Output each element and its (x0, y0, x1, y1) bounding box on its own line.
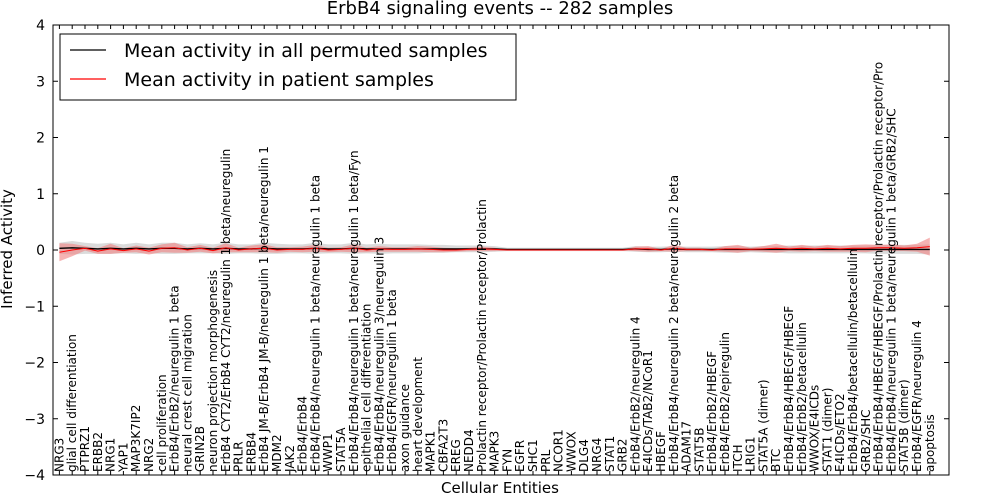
series-line-1 (59, 246, 930, 253)
x-category-label: ErbB4/ErbB4 (296, 396, 310, 472)
x-category-label: MAPK3 (488, 431, 502, 472)
x-category-label: NEDD4 (462, 429, 476, 472)
x-category-label: ErbB4 CYT2/ErbB4 CYT2/neuregulin 1 beta/… (219, 149, 233, 472)
legend: Mean activity in all permuted samples Mea… (59, 33, 517, 101)
x-category-label: ADAM17 (680, 421, 694, 472)
series-lines (59, 246, 930, 253)
x-category-label: neural crest cell migration (180, 314, 194, 472)
x-category-label: ErbB4/ErbB4/neuregulin 3/neuregulin 3 (372, 237, 386, 472)
x-category-label: PTPRZ1 (78, 426, 92, 472)
x-category-label: glial cell differentiation (65, 334, 79, 472)
legend-label-1: Mean activity in patient samples (124, 69, 434, 91)
x-category-label: heart development (411, 357, 425, 472)
x-category-label: PRLR (232, 441, 246, 472)
x-category-label: EGFR (513, 440, 527, 472)
y-tick-label: 0 (36, 243, 45, 259)
x-category-label: MDM2 (270, 434, 284, 472)
y-axis-label: Inferred Activity (0, 189, 16, 309)
x-category-label: STAT1 (dimer) (820, 388, 834, 472)
x-category-label: ErbB4/ErbB4/betacellulin/betacellulin (846, 249, 860, 472)
x-category-label: cell proliferation (155, 374, 169, 472)
x-category-label: neuron projection morphogenesis (206, 270, 220, 472)
x-category-label: ErbB4/ErbB4/HBEGF/HBEGF (782, 306, 796, 472)
x-category-label: ErbB4/EGFR/neuregulin 1 beta (385, 289, 399, 472)
y-axis-ticks: 4 3 2 1 0 −1 −2 −3 −4 (24, 18, 949, 484)
y-tick-label: −3 (24, 412, 45, 428)
x-category-label: WWP1 (321, 433, 335, 472)
x-category-label: HBEGF (654, 431, 668, 472)
plot-frame (52, 24, 950, 476)
x-category-label: epithelial cell differentiation (360, 304, 374, 472)
x-category-label: STAT5B (692, 428, 706, 473)
x-category-label: BTC (769, 449, 783, 472)
x-category-label: ErbB4/ErbB2/neuregulin 4 (628, 316, 642, 472)
x-category-label: NRG2 (142, 438, 156, 472)
x-category-label: GRIN2B (193, 426, 207, 472)
x-category-label: FYN (500, 449, 514, 472)
x-axis-ticks (58, 25, 931, 475)
x-category-label: E4ICDs/TAB2/NCoR1 (641, 350, 655, 472)
y-tick-label: −1 (24, 299, 45, 315)
x-category-label: ERBB2 (91, 432, 105, 472)
x-category-label: LRIG1 (744, 437, 758, 473)
legend-box (59, 33, 517, 101)
y-tick-label: 2 (36, 131, 45, 147)
chart-title: ErbB4 signaling events -- 282 samples (327, 0, 674, 19)
x-category-label: apoptosis (923, 414, 937, 472)
y-tick-label: 3 (36, 74, 45, 90)
x-category-label: NRG1 (104, 438, 118, 472)
x-category-label: CBFA2T3 (436, 419, 450, 472)
x-category-label: WWOX/E4ICDs (808, 385, 822, 472)
y-tick-label: −2 (24, 356, 45, 372)
x-category-label: ErbB4 JM-B/ErbB4 JM-B/neuregulin 1 beta/… (257, 146, 271, 472)
x-category-label: ErbB4/ErbB4/neuregulin 1 beta/neuregulin… (884, 108, 898, 472)
x-category-label: ERBB4 (244, 432, 258, 472)
x-category-label: ErbB4/ErbB2/HBEGF (705, 351, 719, 472)
x-category-label: JAK2 (283, 445, 297, 473)
x-category-label: NRG3 (52, 438, 66, 472)
x-category-label: YAP1 (116, 443, 130, 473)
x-category-label: ITCH (731, 444, 745, 472)
x-category-label: axon guidance (398, 384, 412, 472)
y-tick-label: −4 (24, 468, 45, 484)
x-category-label: DLG4 (577, 439, 591, 472)
x-axis-label: Cellular Entities (441, 479, 559, 497)
x-category-label: SHC1 (526, 439, 540, 472)
x-category-label: MAP3K7IP2 (129, 405, 143, 472)
x-category-label: ErbB4/EGFR/neuregulin 4 (910, 320, 924, 472)
x-category-label: ErbB4/ErbB4/neuregulin 2 beta/neuregulin… (667, 175, 681, 472)
x-category-label: STAT5A (dimer) (756, 379, 770, 472)
x-category-label: Prolactin receptor/Prolactin receptor/Pr… (475, 199, 489, 472)
x-category-label: GRB2/SHC (859, 409, 873, 472)
y-tick-label: 4 (36, 18, 45, 34)
x-category-label: STAT1 (603, 436, 617, 472)
legend-label-0: Mean activity in all permuted samples (124, 40, 487, 62)
x-category-label: NRG4 (590, 438, 604, 472)
x-category-label: NCOR1 (552, 429, 566, 472)
x-category-label: STAT5A (334, 427, 348, 472)
x-category-label: STAT5B (dimer) (897, 379, 911, 472)
x-category-label: ErbB4/ErbB4/HBEGF/HBEGF/Prolactin recept… (872, 62, 886, 472)
x-category-label: E4ICDs/ETO2 (833, 393, 847, 472)
y-tick-label: 1 (36, 187, 45, 203)
x-category-label: PRL (539, 449, 553, 472)
x-category-label: EREG (449, 439, 463, 472)
x-category-label: ErbB4/ErbB2/neuregulin 1 beta (168, 285, 182, 472)
x-category-label: ErbB4/ErbB4/neuregulin 1 beta/neuregulin… (347, 150, 361, 472)
x-category-label: ErbB4/ErbB2/betacellulin (795, 322, 809, 472)
x-category-label: ErbB4/ErbB2/epiregulin (718, 332, 732, 472)
x-category-label: GRB2 (616, 438, 630, 472)
x-category-label: WWOX (564, 431, 578, 472)
x-category-label: MAPK1 (424, 431, 438, 472)
x-category-label: ErbB4/ErbB4/neuregulin 1 beta/neuregulin… (308, 175, 322, 472)
